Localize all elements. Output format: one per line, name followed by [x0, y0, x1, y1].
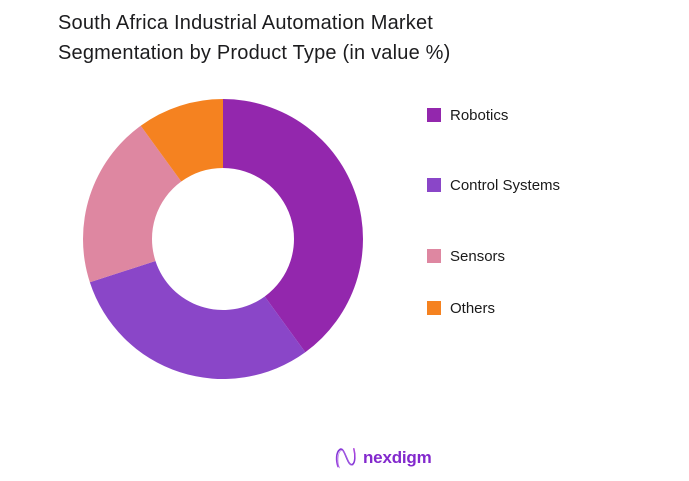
legend-item-robotics: Robotics: [427, 105, 508, 125]
donut-chart-svg: [83, 99, 363, 379]
donut-chart: [73, 89, 373, 389]
donut-segment-robotics: [223, 99, 363, 353]
donut-segment-sensors: [83, 125, 182, 283]
legend-swatch: [427, 249, 441, 263]
legend-swatch: [427, 108, 441, 122]
donut-segment-control-systems: [89, 260, 306, 379]
chart-legend: Robotics Control Systems Sensors Others: [427, 0, 667, 481]
legend-item-others: Others: [427, 298, 495, 318]
donut-segment-others: [140, 99, 223, 182]
legend-item-sensors: Sensors: [427, 246, 505, 266]
legend-label: Robotics: [450, 106, 509, 124]
chart-title: South Africa Industrial Automation Marke…: [58, 12, 451, 64]
legend-swatch: [427, 178, 441, 192]
legend-label: Others: [450, 299, 496, 317]
brand-wordmark: nexdigm: [363, 447, 432, 467]
legend-label: Control Systems: [450, 176, 561, 194]
brand-footer: nexdigm: [333, 444, 432, 471]
legend-swatch: [427, 301, 441, 315]
nexdigm-logo-icon: [333, 444, 358, 471]
legend-item-control-systems: Control Systems: [427, 175, 560, 195]
legend-label: Sensors: [450, 247, 506, 265]
